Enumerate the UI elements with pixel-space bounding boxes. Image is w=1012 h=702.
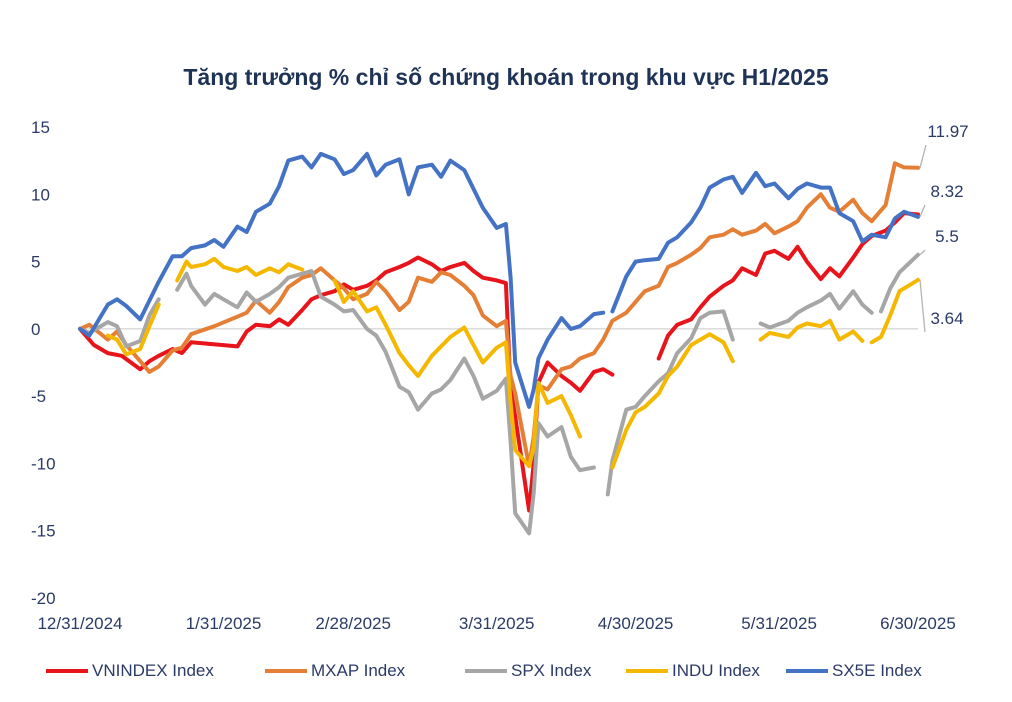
end-value-label: 11.97 [927,122,968,141]
legend-label: VNINDEX Index [92,661,214,680]
series-line-mxap [78,161,920,469]
legend-item-sx5e: SX5E Index [786,658,922,684]
legend-item-indu: INDU Index [626,658,760,684]
legend-swatch [265,669,307,673]
series-line-spx [78,252,920,536]
end-label-leader [919,249,926,256]
legend-label: SX5E Index [832,661,922,680]
end-label-leader [919,144,927,168]
series-lines [78,151,920,536]
y-tick-label: -20 [31,589,56,608]
end-value-label: 5.5 [935,227,959,246]
end-labels: 11.97 8.32 5.5 3.64 [919,122,969,333]
legend-item-mxap: MXAP Index [265,658,405,684]
x-tick-label: 1/31/2025 [186,614,262,633]
series-line-indu [105,256,920,470]
x-tick-label: 12/31/2024 [37,614,122,633]
legend-item-vnindex: VNINDEX Index [46,658,214,684]
series-line-vnindex [78,211,920,513]
legend-swatch [465,669,507,673]
x-tick-label: 4/30/2025 [598,614,674,633]
y-tick-label: -15 [31,522,56,541]
legend: VNINDEX Index MXAP Index SPX Index INDU Ind… [46,658,986,684]
y-tick-label: 5 [31,253,40,272]
y-tick-label: -10 [31,454,56,473]
chart-title: Tăng trưởng % chỉ số chứng khoán trong k… [183,64,829,90]
legend-label: SPX Index [511,661,592,680]
x-tick-label: 6/30/2025 [880,614,956,633]
x-tick-label: 5/31/2025 [741,614,817,633]
end-label-leader [919,279,926,333]
x-tick-label: 2/28/2025 [315,614,391,633]
series-line-sx5e [78,151,920,409]
legend-label: INDU Index [672,661,760,680]
legend-swatch [46,669,88,673]
end-value-label: 8.32 [930,182,963,201]
y-tick-label: 0 [31,320,40,339]
end-label-leader [919,204,926,218]
end-value-label: 3.64 [930,309,963,328]
y-tick-label: 15 [31,118,50,137]
legend-swatch [626,669,668,673]
y-axis: 15 10 5 0 -5 -10 -15 -20 [31,118,918,608]
legend-label: MXAP Index [311,661,406,680]
x-axis: 12/31/2024 1/31/2025 2/28/2025 3/31/2025 4/3… [37,614,955,633]
legend-item-spx: SPX Index [465,658,591,684]
legend-swatch [786,669,828,673]
y-tick-label: -5 [31,387,46,406]
y-tick-label: 10 [31,185,50,204]
x-tick-label: 3/31/2025 [459,614,535,633]
